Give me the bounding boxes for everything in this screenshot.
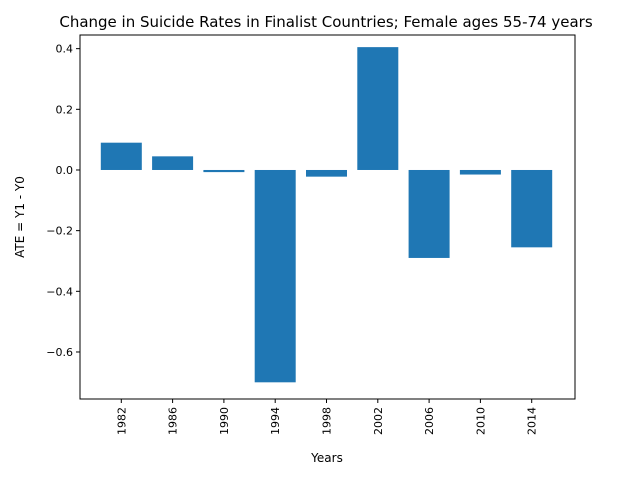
x-tick-label-2010: 2010	[474, 407, 487, 435]
y-tick-label-4: −0.4	[46, 285, 73, 298]
x-tick-label-2014: 2014	[526, 407, 539, 435]
x-axis-label: Years	[310, 451, 343, 465]
plot-frame	[79, 34, 576, 400]
x-tick-label-1990: 1990	[218, 407, 231, 435]
x-tick-label-1998: 1998	[321, 407, 334, 435]
bar-2010	[459, 169, 501, 175]
bar-1982	[100, 142, 142, 170]
bar-2002	[357, 47, 399, 170]
bar-1994	[254, 169, 296, 383]
x-tick-label-1986: 1986	[167, 407, 180, 435]
y-axis: 0.4 0.2 0.0 −0.2 −0.4 −0.6	[46, 43, 80, 359]
x-tick-label-1994: 1994	[269, 407, 282, 435]
bar-2006	[408, 169, 450, 258]
y-tick-label-3: −0.2	[46, 225, 73, 238]
bar-2014	[511, 169, 553, 248]
y-tick-label-5: −0.6	[46, 346, 73, 359]
bar-1986	[152, 156, 194, 170]
bar-1998	[306, 169, 347, 177]
y-tick-label-2: 0.0	[56, 164, 74, 177]
y-axis-label: ATE = Y1 - Y0	[13, 176, 27, 258]
y-tick-label-1: 0.2	[56, 103, 74, 116]
x-tick-label-1982: 1982	[115, 407, 128, 435]
x-tick-label-2006: 2006	[423, 407, 436, 435]
x-axis: 1982 1986 1990 1994 1998 2002 2006 2010 2014	[115, 399, 539, 435]
x-tick-label-2002: 2002	[372, 407, 385, 435]
bar-1990	[203, 169, 245, 173]
y-tick-label-0: 0.4	[56, 43, 74, 56]
bars-group	[100, 47, 553, 383]
chart-title: Change in Suicide Rates in Finalist Coun…	[59, 13, 592, 31]
